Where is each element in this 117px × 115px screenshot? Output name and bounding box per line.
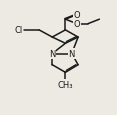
Text: O: O <box>73 11 80 20</box>
Text: O: O <box>73 20 80 29</box>
Text: N: N <box>49 50 55 59</box>
Text: N: N <box>69 50 75 59</box>
Text: CH₃: CH₃ <box>58 80 73 89</box>
Text: Cl: Cl <box>15 26 23 35</box>
